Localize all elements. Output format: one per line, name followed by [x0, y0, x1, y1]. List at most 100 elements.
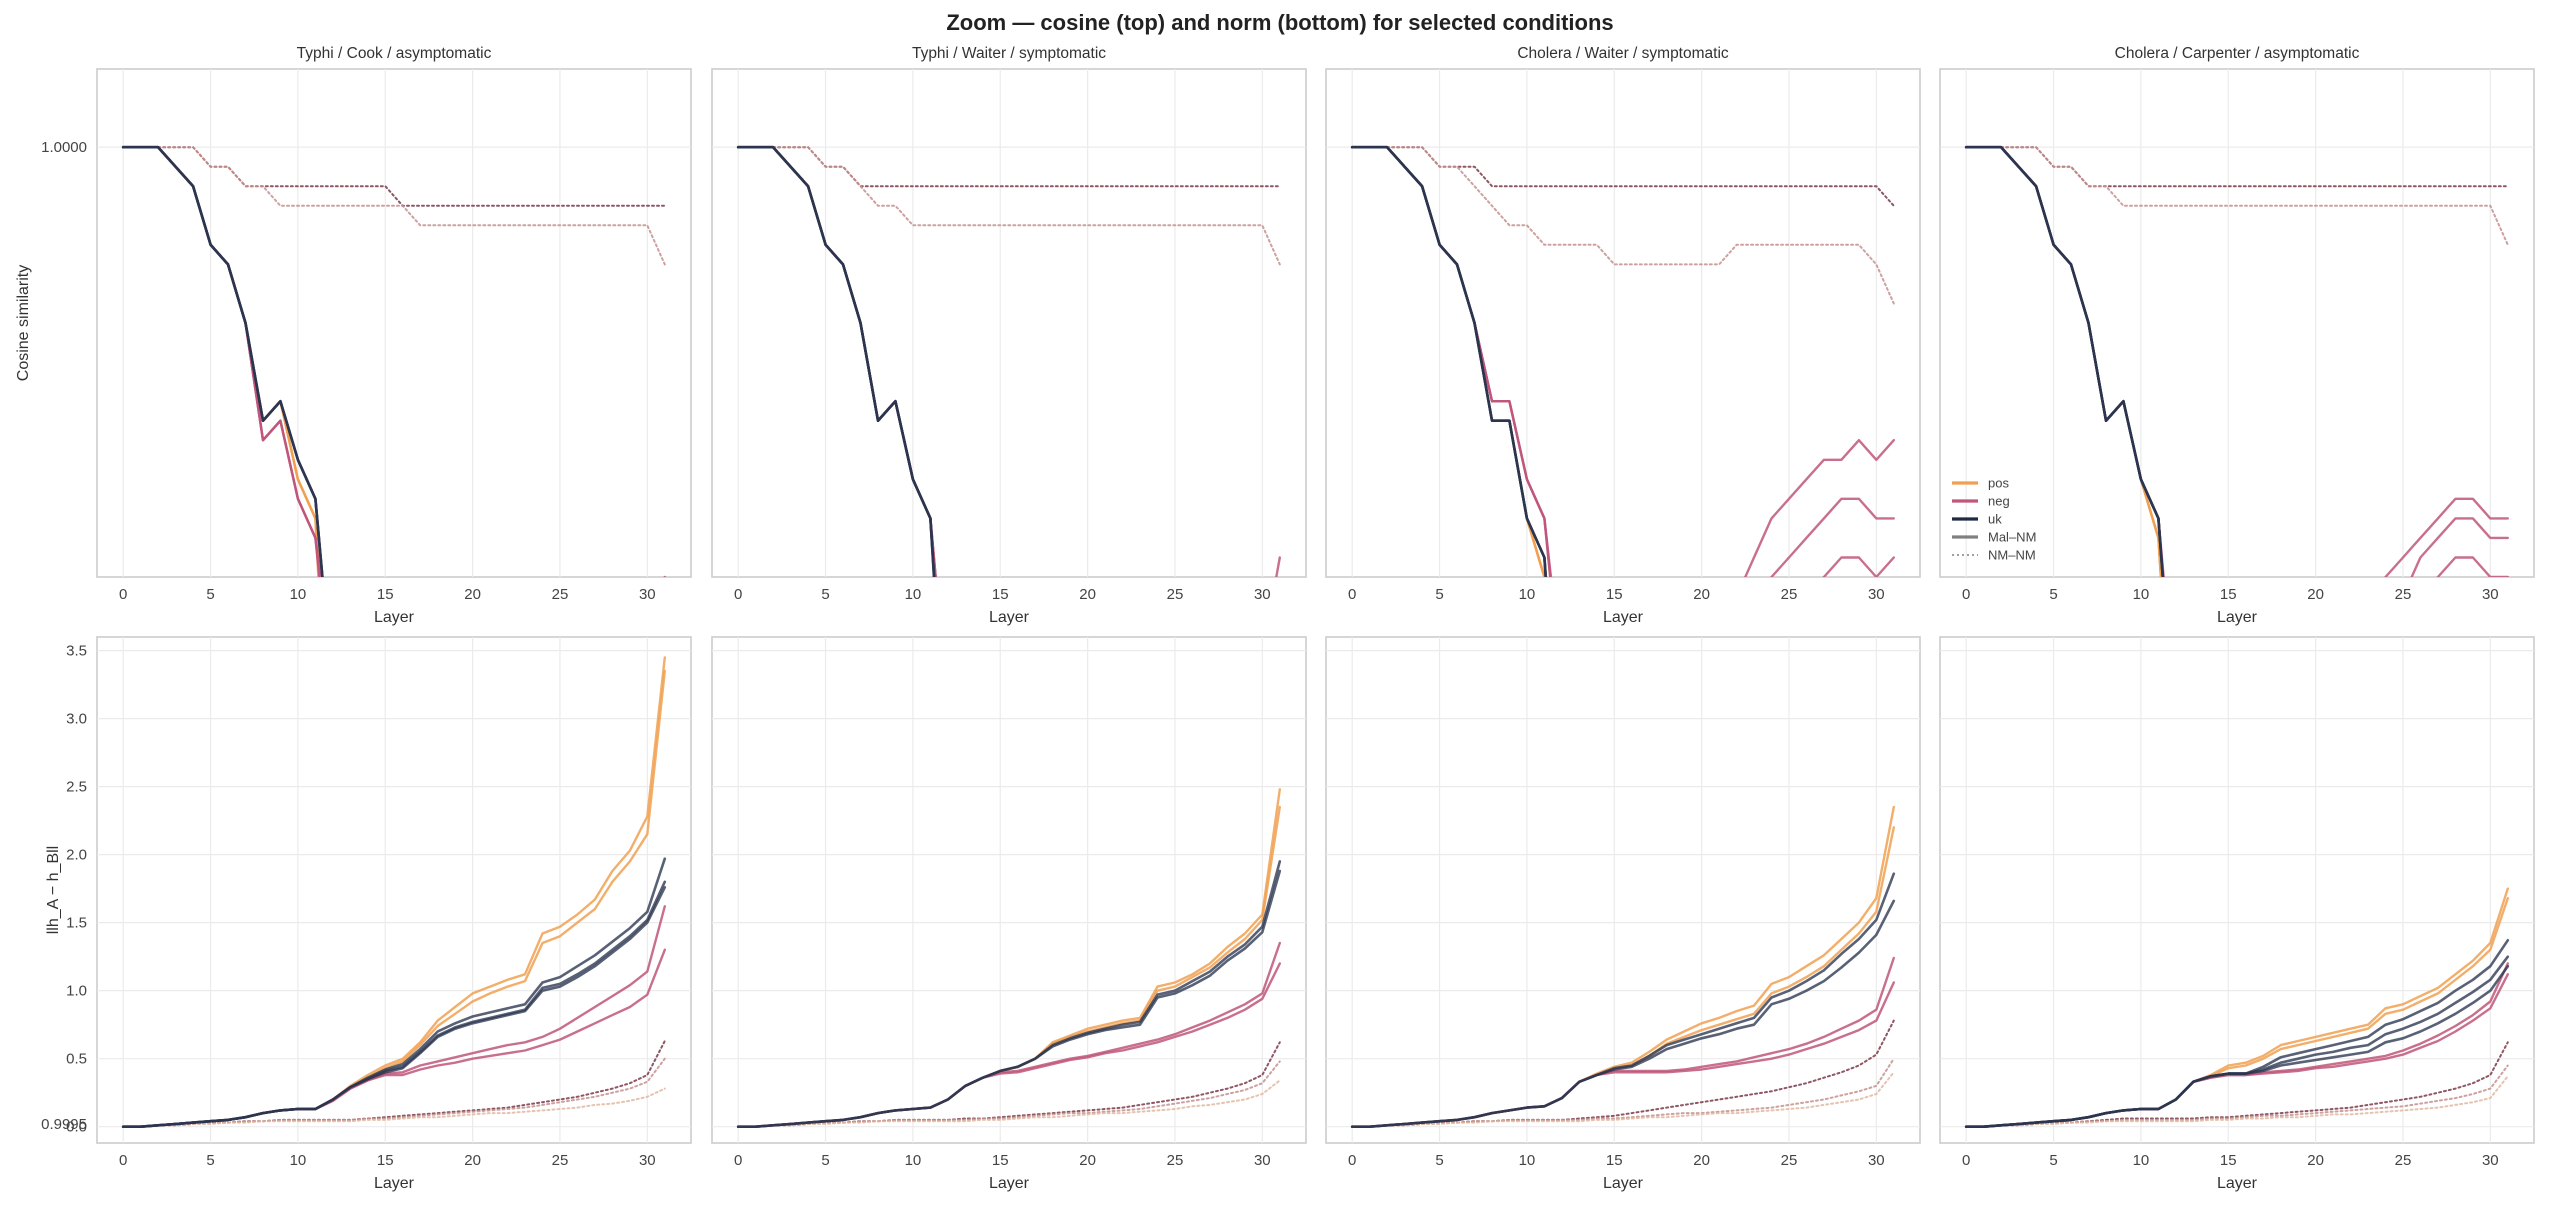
x-axis-label: Layer	[374, 609, 415, 626]
series-lines	[736, 145, 1282, 577]
x-tick-label: 30	[1868, 586, 1885, 603]
series-nmnm-line	[737, 146, 1281, 266]
series-nmnm-line	[737, 1060, 1281, 1128]
x-tick-label: 20	[2307, 586, 2324, 603]
x-tick-label: 25	[552, 586, 569, 603]
x-tick-label: 20	[2307, 1152, 2324, 1169]
x-tick-label: 25	[1167, 586, 1184, 603]
series-uk-line	[1964, 964, 2510, 1128]
x-tick-label: 15	[992, 1152, 1009, 1169]
x-tick-label: 30	[1254, 586, 1271, 603]
series-uk-line	[736, 145, 936, 577]
x-tick-label: 30	[639, 586, 656, 603]
x-tick-label: 15	[377, 1152, 394, 1169]
x-tick-label: 25	[2395, 1152, 2412, 1169]
axes-frame	[1939, 68, 2535, 578]
panel-3: Cholera / Waiter / symptomatic 0 5 10 15 20 25…	[1325, 45, 1921, 1192]
y-tick-label: 3.5	[66, 643, 87, 660]
x-tick-label: 10	[2133, 586, 2150, 603]
series-lines	[736, 788, 1282, 1128]
x-tick-label: 15	[377, 586, 394, 603]
series-uk-line	[121, 145, 324, 577]
y-tick-label: 1.0	[66, 983, 87, 1000]
x-tick-label: 10	[290, 1152, 307, 1169]
x-tick-label: 30	[1868, 1152, 1885, 1169]
x-tick-label: 30	[639, 1152, 656, 1169]
series-nmnm-line	[1965, 1075, 2509, 1128]
x-tick-label: 15	[2220, 586, 2237, 603]
x-tick-label: 10	[1519, 586, 1536, 603]
x-tick-label: 20	[1079, 1152, 1096, 1169]
x-tick-label: 0	[1962, 586, 1970, 603]
x-tick-label: 10	[905, 1152, 922, 1169]
x-tick-label: 25	[1781, 1152, 1798, 1169]
x-tick-label: 20	[1693, 1152, 1710, 1169]
x-tick-label: 25	[552, 1152, 569, 1169]
axes-norm: 0 5 10 15 20 25 30 Layer	[1325, 636, 1921, 1192]
x-axis-label: Layer	[2217, 1175, 2258, 1192]
series-nmnm-line	[122, 1087, 666, 1128]
x-tick-label: 0	[734, 586, 742, 603]
x-tick-label: 20	[464, 1152, 481, 1169]
panel-title: Typhi / Waiter / symptomatic	[912, 45, 1106, 62]
y-tick-label: 1.0000	[41, 139, 87, 156]
legend-label: Mal–NM	[1988, 530, 2036, 545]
axes-cosine: 0 5 10 15 20 25 30 Layer	[1939, 68, 2535, 1125]
legend: pos neg uk Mal–NM NM–NM	[1952, 476, 2036, 563]
x-tick-label: 25	[1167, 1152, 1184, 1169]
series-uk-line	[1350, 145, 1547, 577]
x-tick-label: 30	[2482, 586, 2499, 603]
x-tick-label: 10	[2133, 1152, 2150, 1169]
axes-norm: 0 5 10 15 20 25 30 Layer 0.0 0.5 1.0 1.5 2.0 2.5 3.0 3.…	[45, 636, 692, 1192]
x-axis-label: Layer	[989, 1175, 1030, 1192]
series-uk-line	[736, 869, 1282, 1128]
x-tick-label: 20	[1079, 586, 1096, 603]
x-tick-label: 10	[290, 586, 307, 603]
series-lines	[1350, 805, 1896, 1128]
x-tick-label: 0	[1348, 586, 1356, 603]
panel-title: Cholera / Carpenter / asymptomatic	[2115, 45, 2360, 62]
legend-label: pos	[1988, 476, 2009, 491]
x-axis-label: Layer	[2217, 609, 2258, 626]
series-nmnm-line	[122, 146, 666, 266]
series-uk-line	[1350, 899, 1896, 1128]
axes-cosine: 0 5 10 15 20 25 30 Layer	[711, 68, 1307, 1125]
panel-title: Typhi / Cook / asymptomatic	[297, 45, 492, 62]
x-tick-label: 0	[119, 1152, 127, 1169]
x-tick-label: 0	[1962, 1152, 1970, 1169]
x-tick-label: 0	[119, 586, 127, 603]
axes-norm: 0 5 10 15 20 25 30 Layer	[1939, 636, 2535, 1192]
legend-label: uk	[1988, 512, 2002, 527]
y-axis-label: Cosine similarity	[15, 265, 32, 381]
x-tick-label: 5	[2049, 1152, 2057, 1169]
x-tick-label: 20	[464, 586, 481, 603]
x-axis-label: Layer	[1603, 609, 1644, 626]
legend-label: NM–NM	[1988, 548, 2036, 563]
x-tick-label: 5	[206, 1152, 214, 1169]
x-tick-label: 5	[2049, 586, 2057, 603]
x-axis-label: Layer	[374, 1175, 415, 1192]
series-lines	[121, 145, 666, 577]
x-tick-label: 5	[821, 586, 829, 603]
series-lines	[1964, 887, 2510, 1128]
axes-cosine: 051015202530Layer0.99800.99850.99900.999…	[15, 68, 692, 1133]
series-nmnm-line	[1351, 146, 1895, 305]
x-tick-label: 25	[1781, 586, 1798, 603]
panels-grid: Typhi / Cook / asymptomatic 0 5 10 15 20 25 30 L…	[15, 45, 2535, 1192]
series-lines	[1350, 145, 1896, 577]
panel-4: Cholera / Carpenter / asymptomatic 0 5 10 15…	[1939, 45, 2535, 1192]
x-tick-label: 5	[206, 586, 214, 603]
axes-frame	[96, 68, 692, 578]
x-tick-label: 10	[1519, 1152, 1536, 1169]
x-tick-label: 15	[992, 586, 1009, 603]
series-nmnm-line	[1965, 146, 2509, 246]
x-axis-label: Layer	[989, 609, 1030, 626]
y-tick-label: 1.5	[66, 915, 87, 932]
panel-title: Cholera / Waiter / symptomatic	[1517, 45, 1729, 62]
series-lines	[1964, 145, 2510, 577]
series-uk-line	[121, 885, 667, 1128]
axes-norm: 0 5 10 15 20 25 30 Layer	[711, 636, 1307, 1192]
legend-label: neg	[1988, 494, 2010, 509]
panel-1: Typhi / Cook / asymptomatic 0 5 10 15 20 25 30 L…	[15, 45, 692, 1192]
x-tick-label: 25	[2395, 586, 2412, 603]
